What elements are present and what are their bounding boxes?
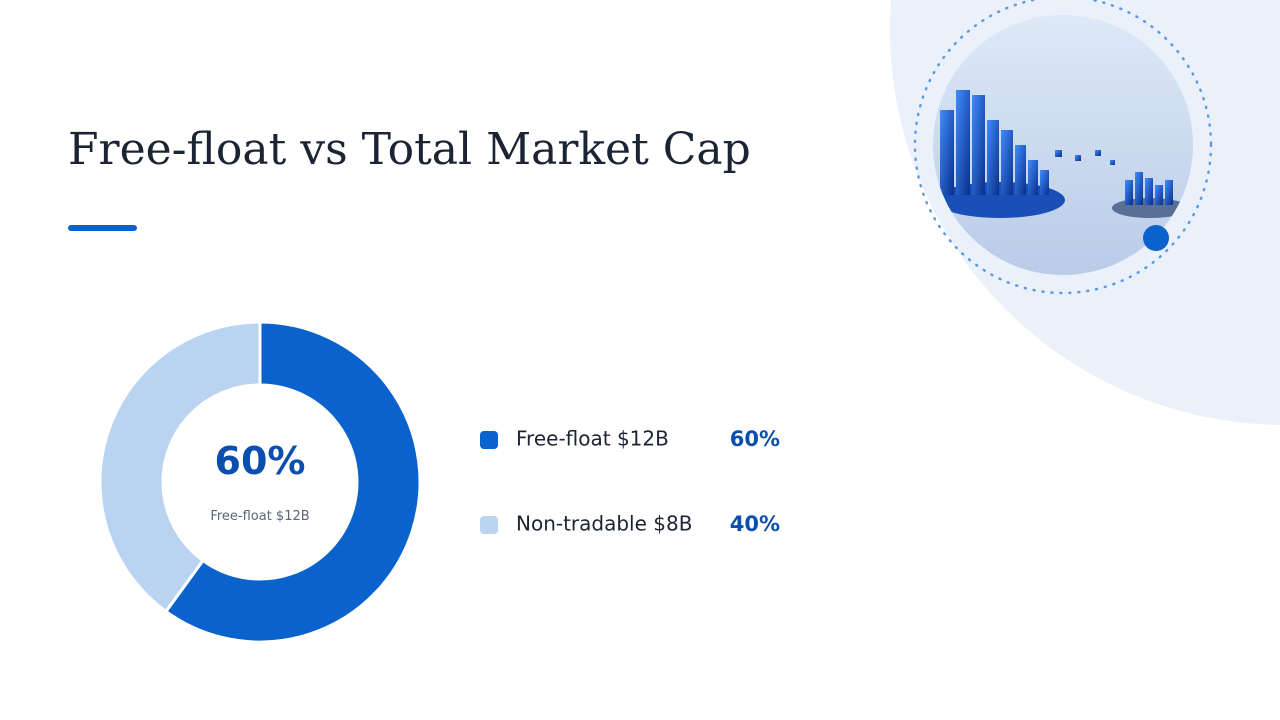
legend-label: Free-float $12B: [516, 427, 669, 451]
title-underline: [68, 225, 137, 231]
chart-title: Free-float vs Total Market Cap: [68, 124, 751, 175]
donut-slice: [163, 320, 422, 644]
donut-slice: [98, 320, 262, 614]
legend-swatch: [480, 431, 498, 449]
legend-label: Non-tradable $8B: [516, 512, 692, 536]
donut-chart: 60% Free-float $12B Free-float $12B 60% Non-…: [98, 320, 780, 644]
legend-percent: 60%: [730, 427, 780, 451]
center-value: 60%: [215, 439, 306, 483]
legend-percent: 40%: [730, 512, 780, 536]
legend-swatch: [480, 516, 498, 534]
accent-dot: [1143, 225, 1169, 251]
center-label: Free-float $12B: [210, 509, 309, 524]
dotted-ring: [913, 0, 1213, 295]
